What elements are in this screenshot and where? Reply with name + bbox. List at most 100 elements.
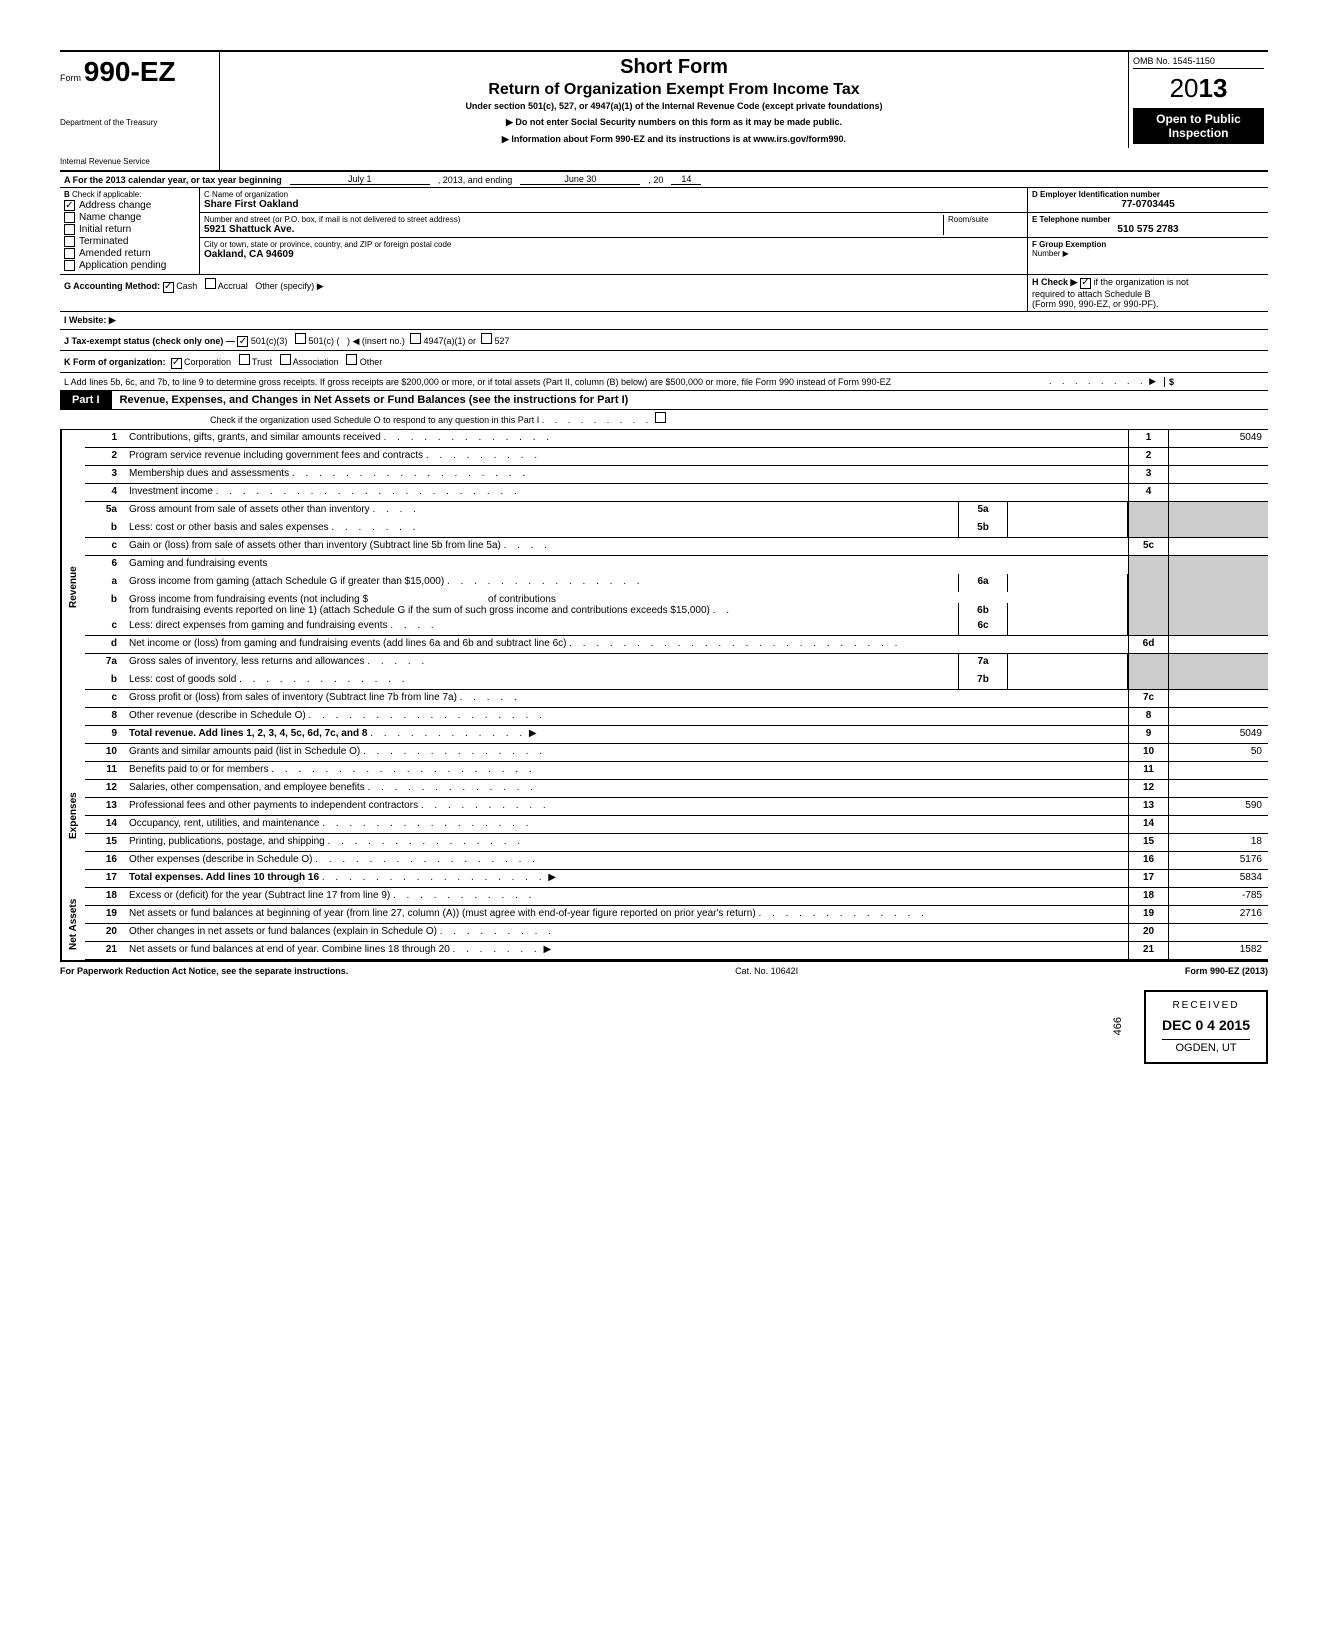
line-desc: Less: direct expenses from gaming and fu… — [125, 618, 958, 635]
line-num: c — [85, 618, 125, 635]
line-num: 18 — [85, 888, 125, 905]
line-value: 5834 — [1168, 870, 1268, 887]
line-18: 18 Excess or (deficit) for the year (Sub… — [85, 888, 1268, 906]
line-num: 9 — [85, 726, 125, 743]
line-num: 12 — [85, 780, 125, 797]
part1-label: Part I — [60, 391, 112, 409]
checkbox-icon — [64, 236, 75, 247]
line-val-shaded — [1168, 592, 1268, 618]
main-title: Return of Organization Exempt From Incom… — [228, 81, 1120, 99]
instruction-website: ▶ Information about Form 990-EZ and its … — [228, 134, 1120, 145]
checkbox-icon[interactable] — [280, 354, 291, 365]
checkbox-icon[interactable]: ✓ — [171, 358, 182, 369]
line-box: 13 — [1128, 798, 1168, 815]
checkbox-icon[interactable] — [481, 333, 492, 344]
h-label: H Check ▶ — [1032, 277, 1077, 287]
line-box: 18 — [1128, 888, 1168, 905]
line-num: 14 — [85, 816, 125, 833]
ein-label: D Employer Identification number — [1032, 190, 1264, 199]
line-num: 19 — [85, 906, 125, 923]
checkbox-icon[interactable] — [239, 354, 250, 365]
line-5b: b Less: cost or other basis and sales ex… — [85, 520, 1268, 538]
taxexempt-label: J Tax-exempt status (check only one) — — [64, 336, 235, 346]
footer-right: Form 990-EZ (2013) — [1185, 966, 1268, 976]
checkbox-icon[interactable]: ✓ — [1080, 278, 1091, 289]
open-line2: Inspection — [1135, 126, 1262, 140]
line-box: 6d — [1128, 636, 1168, 653]
line-num: c — [85, 690, 125, 707]
line-7a: 7a Gross sales of inventory, less return… — [85, 654, 1268, 672]
checkbox-icon[interactable]: ✓ — [163, 282, 174, 293]
section-a-mid: , 2013, and ending — [438, 175, 513, 185]
line-desc: Gross income from gaming (attach Schedul… — [125, 574, 958, 592]
line-6c: c Less: direct expenses from gaming and … — [85, 618, 1268, 636]
checkbox-icon[interactable] — [346, 354, 357, 365]
ein-value: 77-0703445 — [1032, 199, 1264, 210]
checkbox-icon[interactable] — [410, 333, 421, 344]
line-value — [1168, 924, 1268, 941]
check-name-change[interactable]: Name change — [64, 212, 195, 223]
line-num: 10 — [85, 744, 125, 761]
footer-left: For Paperwork Reduction Act Notice, see … — [60, 966, 348, 976]
check-initial-return[interactable]: Initial return — [64, 224, 195, 235]
check-address-change[interactable]: ✓Address change — [64, 200, 195, 211]
501c-insert: ) ◀ (insert no.) — [347, 336, 405, 346]
line-15: 15 Printing, publications, postage, and … — [85, 834, 1268, 852]
website-label: I Website: ▶ — [64, 315, 116, 325]
line-value: 5176 — [1168, 852, 1268, 869]
line-12: 12 Salaries, other compensation, and emp… — [85, 780, 1268, 798]
line-num: 8 — [85, 708, 125, 725]
line-11: 11 Benefits paid to or for members . . .… — [85, 762, 1268, 780]
line-2: 2 Program service revenue including gove… — [85, 448, 1268, 466]
line-num: b — [85, 672, 125, 689]
line-17: 17 Total expenses. Add lines 10 through … — [85, 870, 1268, 888]
checkbox-icon[interactable] — [205, 278, 216, 289]
line-box-shaded — [1128, 654, 1168, 672]
initial-return-label: Initial return — [79, 224, 131, 235]
line-box-shaded — [1128, 502, 1168, 520]
section-f: F Group Exemption Number ▶ — [1028, 238, 1268, 260]
line-box-shaded — [1128, 556, 1168, 574]
line-val-shaded — [1168, 654, 1268, 672]
checkbox-icon[interactable]: ✓ — [237, 336, 248, 347]
org-name-row: C Name of organization Share First Oakla… — [200, 188, 1027, 213]
line-desc: Other expenses (describe in Schedule O) … — [125, 852, 1128, 869]
line-value — [1168, 448, 1268, 465]
form-header: Form 990-EZ Department of the Treasury I… — [60, 50, 1268, 172]
street-value: 5921 Shattuck Ave. — [204, 224, 943, 235]
year-suffix: 13 — [1199, 73, 1228, 103]
app-pending-label: Application pending — [79, 260, 166, 271]
check-amended[interactable]: Amended return — [64, 248, 195, 259]
h-text2: required to attach Schedule B — [1032, 289, 1151, 299]
line-desc: Printing, publications, postage, and shi… — [125, 834, 1128, 851]
line-8: 8 Other revenue (describe in Schedule O)… — [85, 708, 1268, 726]
line-num: a — [85, 574, 125, 592]
line-box: 11 — [1128, 762, 1168, 779]
title-cell: Short Form Return of Organization Exempt… — [220, 52, 1128, 149]
dots: . . . . . . . . — [1049, 376, 1147, 386]
checkbox-icon — [64, 224, 75, 235]
section-e: E Telephone number 510 575 2783 — [1028, 213, 1268, 238]
received-label: RECEIVED — [1162, 1000, 1250, 1011]
line-desc: Gain or (loss) from sale of assets other… — [125, 538, 1128, 555]
checkbox-icon — [64, 248, 75, 259]
line-box: 16 — [1128, 852, 1168, 869]
line-num: 2 — [85, 448, 125, 465]
assoc-label: Association — [293, 357, 339, 367]
check-terminated[interactable]: Terminated — [64, 236, 195, 247]
checkbox-icon[interactable] — [295, 333, 306, 344]
line-6a: a Gross income from gaming (attach Sched… — [85, 574, 1268, 592]
checkbox-icon[interactable] — [655, 412, 666, 423]
line-9: 9 Total revenue. Add lines 1, 2, 3, 4, 5… — [85, 726, 1268, 744]
mid-val — [1008, 520, 1128, 537]
checkbox-icon: ✓ — [64, 200, 75, 211]
line-4: 4 Investment income . . . . . . . . . . … — [85, 484, 1268, 502]
dots: . . . . . . . . . — [542, 415, 653, 425]
trust-label: Trust — [252, 357, 272, 367]
4947-label: 4947(a)(1) or — [423, 336, 476, 346]
line-7b: b Less: cost of goods sold . . . . . . .… — [85, 672, 1268, 690]
open-to-public: Open to Public Inspection — [1133, 108, 1264, 144]
check-application-pending[interactable]: Application pending — [64, 260, 195, 271]
omb-cell: OMB No. 1545-1150 2013 Open to Public In… — [1128, 52, 1268, 148]
line-desc: Contributions, gifts, grants, and simila… — [125, 430, 1128, 447]
